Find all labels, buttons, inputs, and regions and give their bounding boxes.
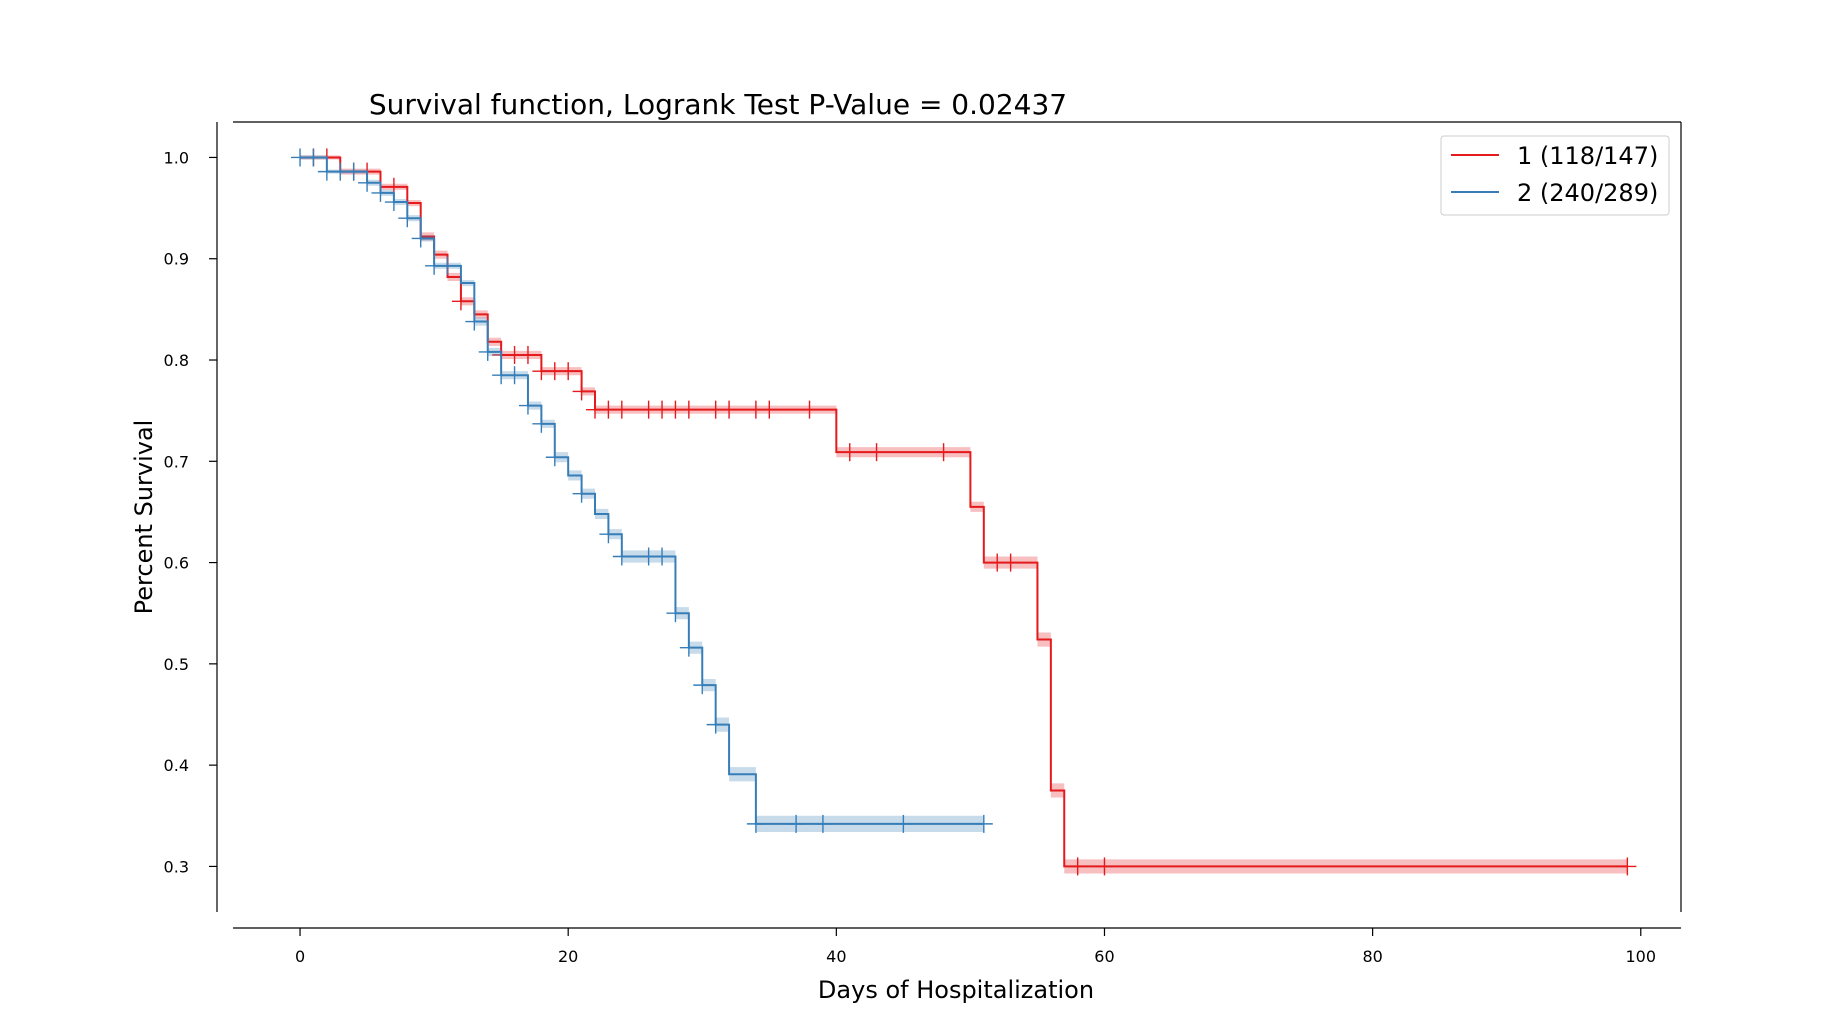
legend-label-series-1: 1 (118/147): [1517, 142, 1658, 170]
y-tick-label: 0.7: [164, 452, 189, 471]
y-tick-label: 0.5: [164, 655, 189, 674]
y-tick-label: 0.4: [164, 756, 189, 775]
y-tick-label: 0.8: [164, 351, 189, 370]
confidence-band-series-2: [300, 155, 984, 832]
x-tick-label: 40: [826, 947, 846, 966]
legend: 1 (118/147) 2 (240/289): [1440, 135, 1670, 216]
series-1: [300, 148, 1637, 876]
y-tick-label: 0.6: [164, 554, 189, 573]
y-tick-label: 0.9: [164, 250, 189, 269]
x-tick-label: 60: [1094, 947, 1114, 966]
plot-area: [291, 148, 1637, 876]
series-2: [291, 148, 993, 833]
y-axis-title: Percent Survival: [130, 420, 158, 615]
x-tick-label: 80: [1362, 947, 1382, 966]
y-tick-label: 0.3: [164, 857, 189, 876]
survival-curve-series-2: [300, 156, 984, 825]
x-tick-label: 100: [1626, 947, 1657, 966]
x-axis-title: Days of Hospitalization: [818, 976, 1094, 1004]
axis-ticks: 0 20 40 60 80 100 0.3 0.4 0.5 0.6 0.7 0.8 0.9 1.0: [164, 148, 1657, 966]
x-tick-label: 0: [295, 947, 305, 966]
x-tick-label: 20: [558, 947, 578, 966]
y-tick-label: 1.0: [164, 148, 189, 167]
legend-label-series-2: 2 (240/289): [1517, 179, 1658, 207]
confidence-band-series-1: [300, 155, 1628, 874]
chart-title: Survival function, Logrank Test P-Value …: [369, 88, 1067, 121]
survival-curve-series-1: [300, 156, 1628, 868]
